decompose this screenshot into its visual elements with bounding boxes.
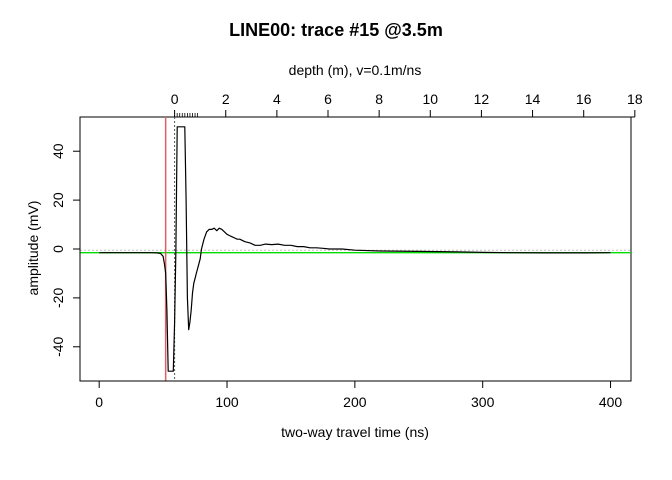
x-axis-label: two-way travel time (ns) — [281, 424, 429, 440]
x-tick-label: 200 — [343, 394, 367, 410]
x-tick-label: 100 — [215, 394, 239, 410]
y-tick-label: -40 — [50, 336, 66, 356]
top-tick-label: 2 — [222, 91, 230, 107]
y-axis-label: amplitude (mV) — [25, 201, 41, 296]
x-tick-label: 0 — [95, 394, 103, 410]
chart-title: LINE00: trace #15 @3.5m — [229, 20, 443, 40]
top-tick-label: 16 — [576, 91, 592, 107]
y-tick-label: 20 — [50, 192, 66, 208]
plot-frame — [79, 116, 632, 382]
y-tick-label: -20 — [50, 288, 66, 308]
top-tick-label: 8 — [375, 91, 383, 107]
y-tick-label: 40 — [50, 143, 66, 159]
trace-line — [99, 126, 611, 372]
x-tick-label: 300 — [471, 394, 495, 410]
top-axis-label: depth (m), v=0.1m/ns — [289, 62, 422, 78]
top-tick-label: 10 — [422, 91, 438, 107]
top-tick-label: 18 — [627, 91, 643, 107]
x-tick-label: 400 — [599, 394, 623, 410]
top-tick-label: 4 — [273, 91, 281, 107]
top-tick-label: 6 — [324, 91, 332, 107]
top-tick-label: 0 — [171, 91, 179, 107]
top-tick-label: 14 — [525, 91, 541, 107]
y-tick-label: 0 — [50, 245, 66, 253]
top-tick-label: 12 — [474, 91, 490, 107]
